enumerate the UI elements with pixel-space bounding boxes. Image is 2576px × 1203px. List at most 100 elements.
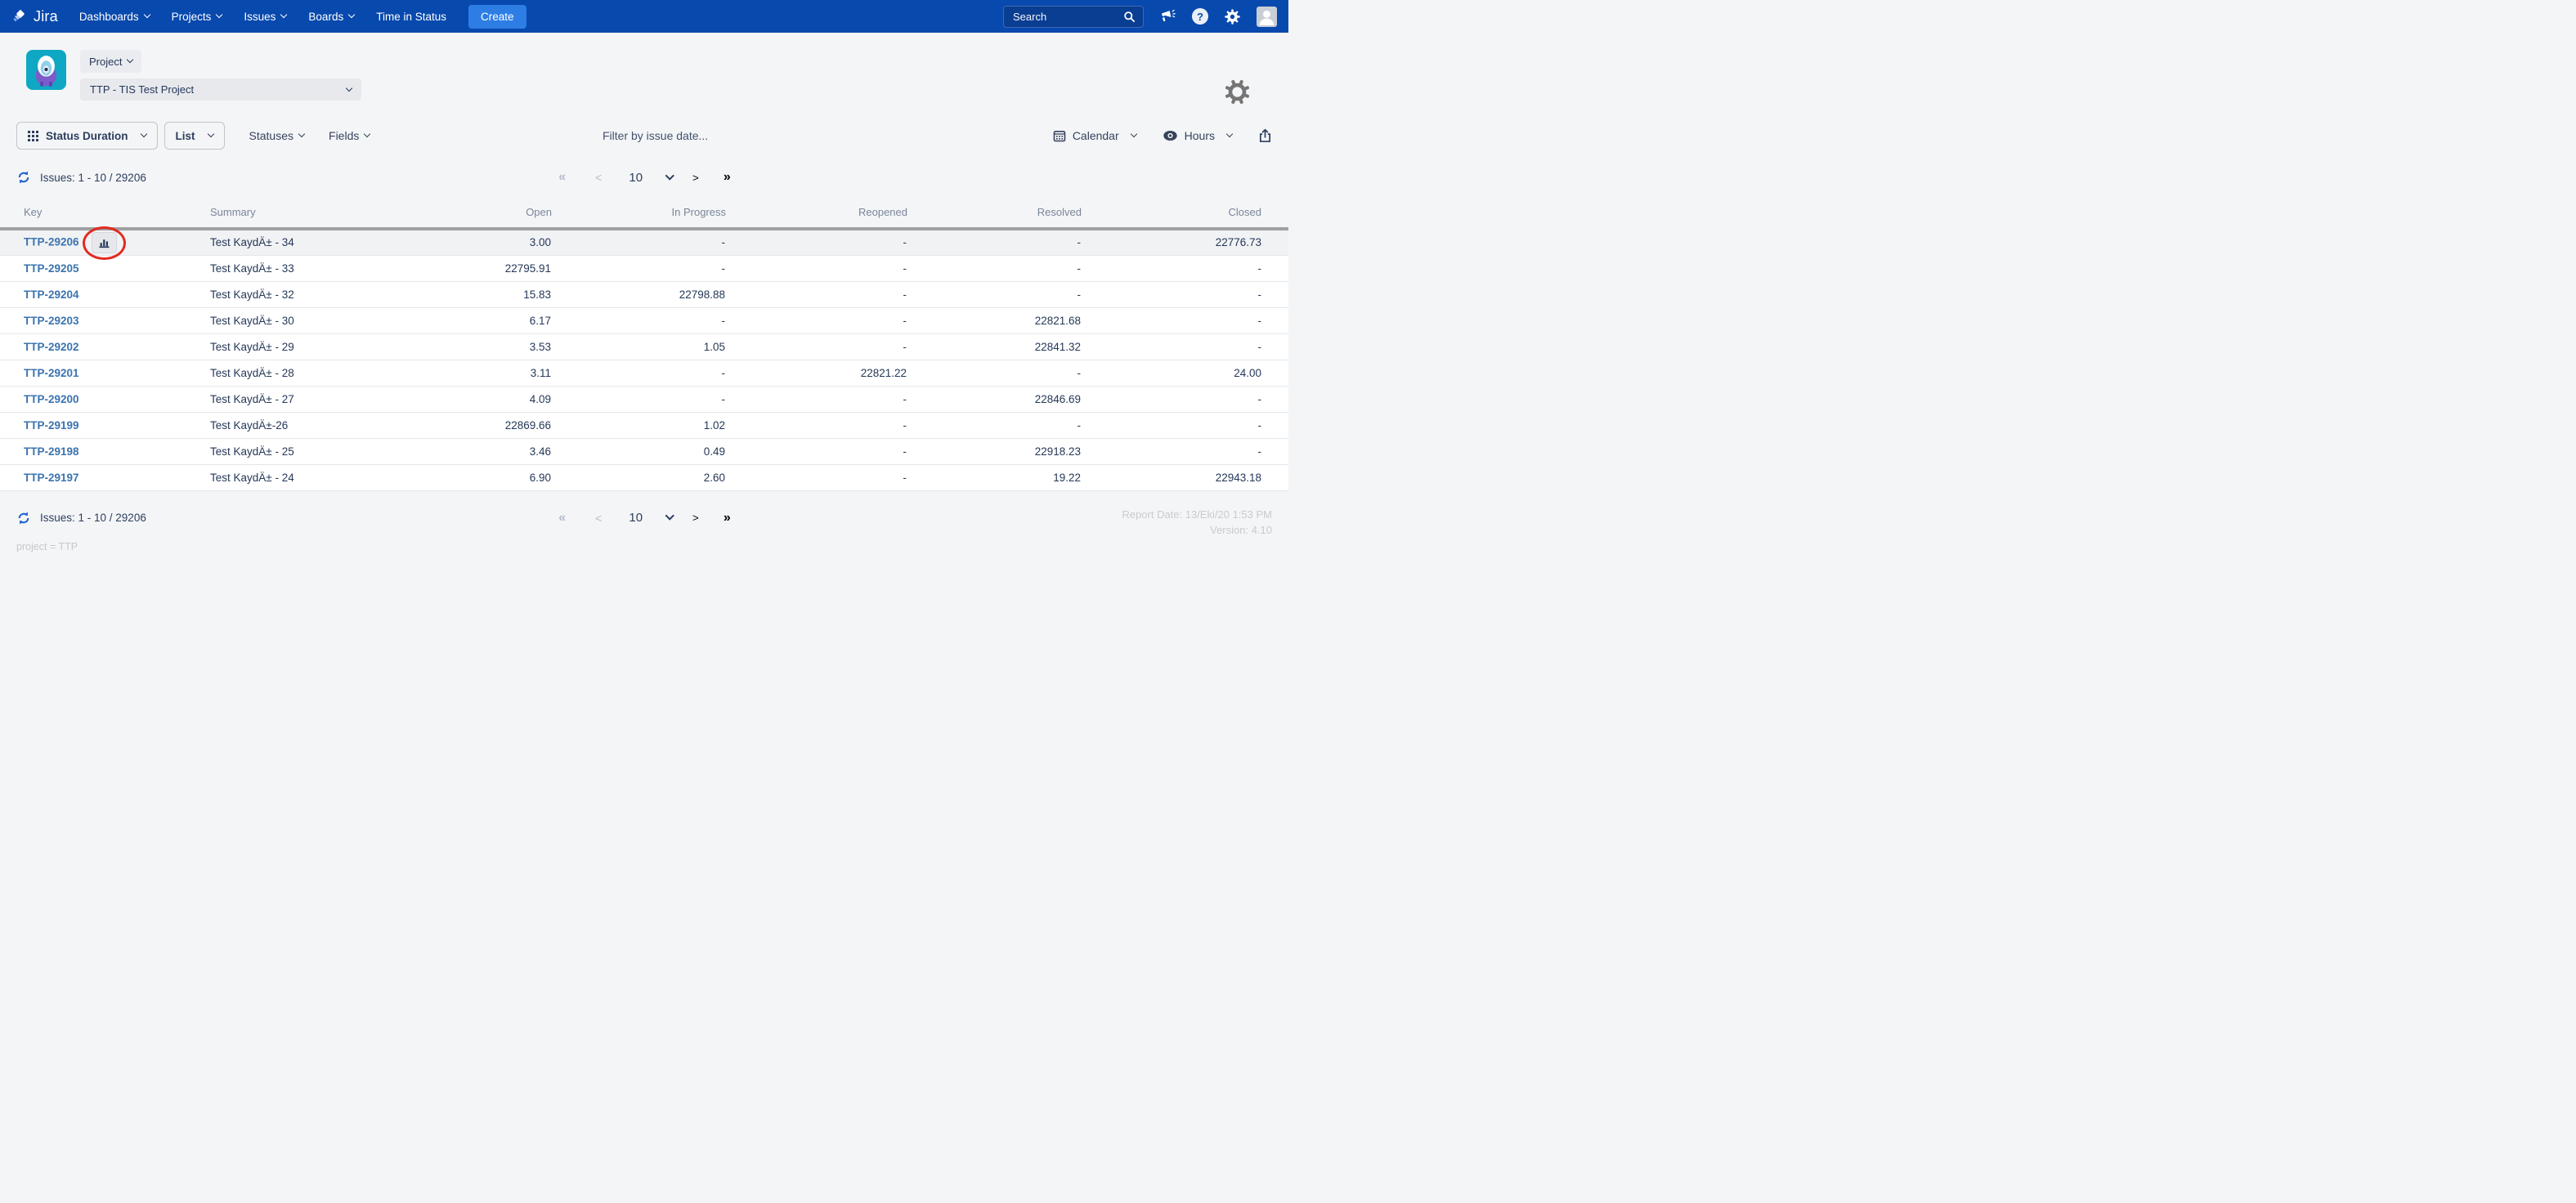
column-header-summary[interactable]: Summary xyxy=(188,201,425,230)
help-icon[interactable]: ? xyxy=(1192,8,1208,25)
nav-item-boards[interactable]: Boards xyxy=(308,11,356,23)
column-header-in-progress[interactable]: In Progress xyxy=(552,201,726,230)
search-box[interactable] xyxy=(1003,5,1144,28)
view-mode-button[interactable]: List xyxy=(164,122,225,150)
column-header-resolved[interactable]: Resolved xyxy=(907,201,1082,230)
page-size-value[interactable]: 10 xyxy=(629,170,643,185)
project-type-dropdown[interactable]: Project xyxy=(80,50,142,73)
cell-in-progress: 1.02 xyxy=(552,412,726,439)
report-version: Version: 4.10 xyxy=(1210,523,1272,536)
issue-key-link[interactable]: TTP-29200 xyxy=(24,392,79,405)
export-icon[interactable] xyxy=(1258,128,1272,143)
grid-icon xyxy=(28,130,38,141)
table-row: TTP-29199 Test KaydÄ±-26 22869.66 1.02- - - xyxy=(0,412,1288,439)
issue-date-filter-input[interactable] xyxy=(601,128,781,143)
cell-reopened: - xyxy=(726,307,907,334)
issue-key-link[interactable]: TTP-29197 xyxy=(24,471,79,484)
page-size-value[interactable]: 10 xyxy=(629,511,643,525)
project-select[interactable]: TTP - TIS Test Project xyxy=(80,78,361,101)
cell-in-progress: 22798.88 xyxy=(552,281,726,308)
settings-gear-icon[interactable] xyxy=(1224,8,1241,25)
pagination-next-button[interactable]: > xyxy=(692,171,699,184)
cell-open: 3.00 xyxy=(425,228,552,256)
nav-item-projects[interactable]: Projects xyxy=(172,11,223,23)
cell-closed: - xyxy=(1082,438,1288,465)
issues-count-top: Issues: 1 - 10 / 29206 xyxy=(16,170,146,185)
cell-resolved: 22841.32 xyxy=(907,333,1082,360)
chevron-down-icon xyxy=(280,11,288,19)
chevron-down-icon xyxy=(1225,130,1234,138)
issue-key-link[interactable]: TTP-29199 xyxy=(24,418,79,432)
table-row: TTP-29201 Test KaydÄ± - 28 3.11-22821.22-2… xyxy=(0,360,1288,387)
issue-key-link[interactable]: TTP-29204 xyxy=(24,288,79,301)
nav-item-time-in-status[interactable]: Time in Status xyxy=(376,10,446,23)
user-avatar[interactable] xyxy=(1257,6,1277,27)
pagination-prev-button[interactable]: < xyxy=(595,511,603,525)
table-row: TTP-29197 Test KaydÄ± - 24 6.90 2.60-19.22 2… xyxy=(0,464,1288,491)
search-input[interactable] xyxy=(1011,9,1123,24)
fields-dropdown[interactable]: Fields xyxy=(329,129,371,142)
column-header-closed[interactable]: Closed xyxy=(1082,201,1288,230)
pagination-next-button[interactable]: > xyxy=(692,512,699,524)
pagination-first-button[interactable]: « xyxy=(558,170,566,184)
project-avatar xyxy=(26,50,66,90)
chevron-down-icon xyxy=(216,11,223,19)
cell-open: 22795.91 xyxy=(425,255,552,282)
report-settings-gear-icon[interactable] xyxy=(1222,77,1252,110)
chevron-down-icon xyxy=(364,130,371,138)
hours-dropdown[interactable]: Hours xyxy=(1163,129,1234,142)
navbar-right: ? xyxy=(1003,5,1277,28)
refresh-icon[interactable] xyxy=(16,511,31,525)
issues-table-body: TTP-29206 Test KaydÄ± - 34 3.00- - -22776.73… xyxy=(0,226,1288,491)
column-header-reopened[interactable]: Reopened xyxy=(726,201,907,230)
cell-closed: - xyxy=(1082,386,1288,413)
announcements-icon[interactable] xyxy=(1159,8,1176,25)
cell-open: 6.90 xyxy=(425,464,552,491)
issue-key-link[interactable]: TTP-29206 xyxy=(24,235,79,248)
cell-open: 4.09 xyxy=(425,386,552,413)
jira-logo[interactable]: Jira xyxy=(11,7,58,25)
report-date: Report Date: 13/Eki/20 1:53 PM xyxy=(1122,508,1272,521)
report-type-button[interactable]: Status Duration xyxy=(16,122,158,150)
create-button[interactable]: Create xyxy=(468,4,526,29)
page-size-chevron-icon[interactable] xyxy=(665,170,674,181)
page-size-chevron-icon[interactable] xyxy=(665,511,674,521)
issue-summary: Test KaydÄ± - 33 xyxy=(188,255,425,282)
issue-summary: Test KaydÄ± - 32 xyxy=(188,281,425,308)
cell-reopened: - xyxy=(726,438,907,465)
issue-key-link[interactable]: TTP-29205 xyxy=(24,262,79,275)
statuses-dropdown[interactable]: Statuses xyxy=(249,129,306,142)
cell-open: 22869.66 xyxy=(425,412,552,439)
calendar-icon xyxy=(1053,129,1066,142)
jql-query-text: project = TTP xyxy=(16,540,78,552)
issues-table-header: Key Summary Open In Progress Reopened Re… xyxy=(0,201,1288,230)
nav-item-dashboards[interactable]: Dashboards xyxy=(79,11,150,23)
top-navbar: Jira Dashboards Projects Issues Boards T… xyxy=(0,0,1288,33)
cell-in-progress: - xyxy=(552,255,726,282)
cell-resolved: 22821.68 xyxy=(907,307,1082,334)
issue-key-link[interactable]: TTP-29201 xyxy=(24,366,79,379)
column-header-open[interactable]: Open xyxy=(425,201,552,230)
cell-in-progress: 0.49 xyxy=(552,438,726,465)
refresh-icon[interactable] xyxy=(16,170,31,185)
pagination-prev-button[interactable]: < xyxy=(595,171,603,184)
column-header-key[interactable]: Key xyxy=(0,201,188,230)
pagination-last-button[interactable]: » xyxy=(723,170,731,184)
chevron-down-icon xyxy=(1130,130,1137,138)
issue-key-link[interactable]: TTP-29202 xyxy=(24,340,79,353)
issue-key-link[interactable]: TTP-29203 xyxy=(24,314,79,327)
brand-wordmark: Jira xyxy=(34,7,58,25)
report-toolbar: Status Duration List Statuses Fields Cal xyxy=(0,121,1288,150)
cell-in-progress: - xyxy=(552,386,726,413)
cell-closed: - xyxy=(1082,255,1288,282)
row-chart-button[interactable] xyxy=(91,231,117,253)
cell-open: 3.53 xyxy=(425,333,552,360)
issues-summary-text: Issues: 1 - 10 / 29206 xyxy=(40,512,146,524)
search-icon xyxy=(1123,11,1136,23)
issue-key-link[interactable]: TTP-29198 xyxy=(24,445,79,458)
calendar-dropdown[interactable]: Calendar xyxy=(1053,129,1137,142)
table-row: TTP-29204 Test KaydÄ± - 32 15.83 22798.88- -… xyxy=(0,281,1288,308)
nav-item-issues[interactable]: Issues xyxy=(244,11,288,23)
pagination-first-button[interactable]: « xyxy=(558,510,566,525)
pagination-last-button[interactable]: » xyxy=(723,510,731,525)
